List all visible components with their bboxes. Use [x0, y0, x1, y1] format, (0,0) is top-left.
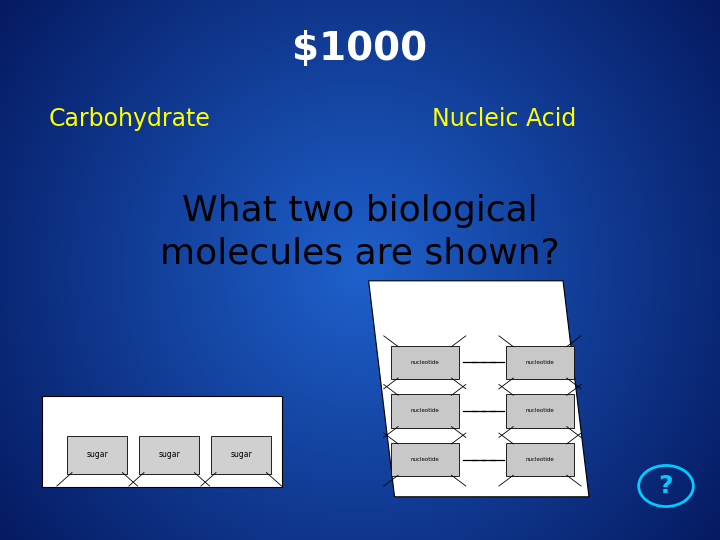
Text: What two biological
molecules are shown?: What two biological molecules are shown? — [160, 194, 560, 270]
Text: nucleotide: nucleotide — [410, 360, 439, 365]
Text: sugar: sugar — [158, 450, 180, 460]
Text: nucleotide: nucleotide — [526, 457, 554, 462]
Text: sugar: sugar — [230, 450, 252, 460]
FancyBboxPatch shape — [391, 443, 459, 476]
FancyBboxPatch shape — [391, 394, 459, 428]
FancyBboxPatch shape — [67, 436, 127, 474]
FancyBboxPatch shape — [211, 436, 271, 474]
FancyBboxPatch shape — [506, 443, 574, 476]
Text: ?: ? — [659, 474, 673, 498]
Polygon shape — [369, 281, 589, 497]
Text: nucleotide: nucleotide — [526, 408, 554, 414]
FancyBboxPatch shape — [139, 436, 199, 474]
Text: Carbohydrate: Carbohydrate — [49, 107, 210, 131]
Text: $1000: $1000 — [292, 30, 428, 68]
FancyBboxPatch shape — [391, 346, 459, 379]
FancyBboxPatch shape — [42, 396, 282, 487]
FancyBboxPatch shape — [506, 346, 574, 379]
Text: sugar: sugar — [86, 450, 108, 460]
Text: nucleotide: nucleotide — [526, 360, 554, 365]
Text: nucleotide: nucleotide — [410, 457, 439, 462]
Text: Nucleic Acid: Nucleic Acid — [432, 107, 576, 131]
Text: nucleotide: nucleotide — [410, 408, 439, 414]
FancyBboxPatch shape — [506, 394, 574, 428]
